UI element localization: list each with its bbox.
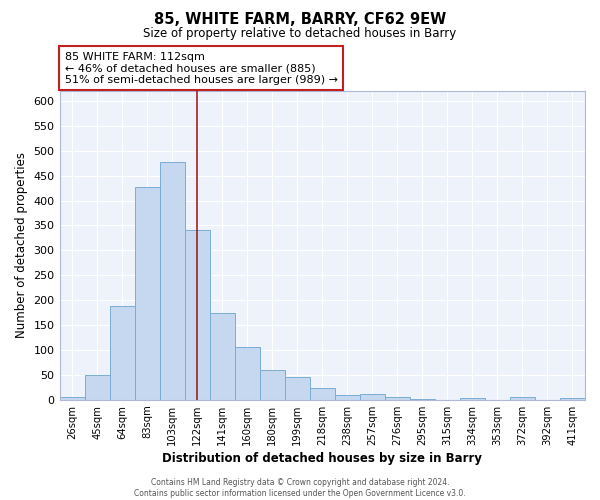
Bar: [185, 230, 209, 400]
Bar: [209, 312, 235, 400]
Bar: [134, 186, 160, 400]
Bar: [335, 396, 360, 400]
Bar: [110, 306, 134, 400]
X-axis label: Distribution of detached houses by size in Barry: Distribution of detached houses by size …: [162, 452, 482, 465]
Text: Size of property relative to detached houses in Barry: Size of property relative to detached ho…: [143, 28, 457, 40]
Bar: [85, 375, 110, 400]
Bar: [360, 394, 385, 400]
Bar: [460, 398, 485, 400]
Bar: [385, 398, 410, 400]
Bar: [285, 377, 310, 400]
Bar: [260, 370, 285, 400]
Bar: [235, 346, 260, 400]
Bar: [410, 399, 435, 400]
Bar: [310, 388, 335, 400]
Y-axis label: Number of detached properties: Number of detached properties: [15, 152, 28, 338]
Bar: [160, 162, 185, 400]
Text: 85 WHITE FARM: 112sqm
← 46% of detached houses are smaller (885)
51% of semi-det: 85 WHITE FARM: 112sqm ← 46% of detached …: [65, 52, 338, 84]
Text: Contains HM Land Registry data © Crown copyright and database right 2024.
Contai: Contains HM Land Registry data © Crown c…: [134, 478, 466, 498]
Bar: [510, 398, 535, 400]
Text: 85, WHITE FARM, BARRY, CF62 9EW: 85, WHITE FARM, BARRY, CF62 9EW: [154, 12, 446, 28]
Bar: [560, 398, 585, 400]
Bar: [59, 398, 85, 400]
